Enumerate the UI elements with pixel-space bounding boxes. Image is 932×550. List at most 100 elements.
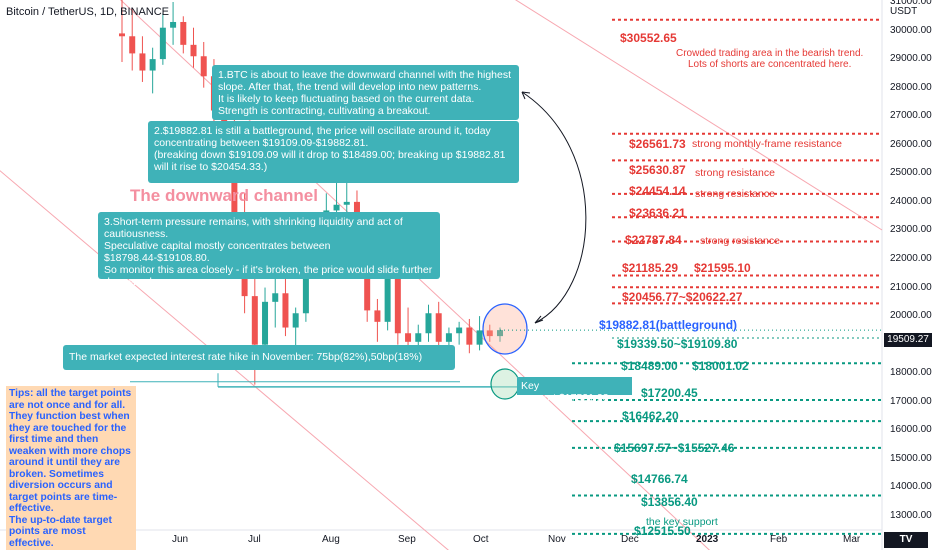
level-14766: $14766.74 <box>631 472 688 486</box>
candle-body <box>292 313 299 328</box>
y-tick-label: 21000.00 <box>890 281 932 293</box>
key-support-circle <box>490 368 520 400</box>
x-tick-label: 2023 <box>696 534 719 545</box>
level-12515: $12515.50 <box>634 524 691 538</box>
candle-body <box>374 310 381 322</box>
x-tick-label: Jun <box>172 534 189 545</box>
y-tick-label: 28000.00 <box>890 81 932 93</box>
note-strong-3: strong resistance <box>700 235 780 247</box>
candle-body <box>139 53 146 71</box>
y-tick-label: 16000.00 <box>890 424 932 436</box>
candle-body <box>435 313 442 342</box>
candle-body <box>262 301 269 345</box>
y-tick-label: 15000.00 <box>890 452 932 464</box>
level-24454: $24454.14 <box>629 184 686 198</box>
chart-title: Bitcoin / TetherUS, 1D, BINANCE <box>6 6 170 18</box>
level-18001: $18001.02 <box>692 359 749 373</box>
level-18489: $18489.00 <box>621 359 678 373</box>
level-19882: $19882.81(battleground) <box>599 318 738 332</box>
key-support-label: Key support:$17521.23 <box>517 377 632 404</box>
level-15697: $15697.57~$15527.46 <box>614 441 735 455</box>
note-strong-1: strong resistance <box>695 167 775 179</box>
candle-body <box>384 264 391 322</box>
level-20456: $20456.77~$20622.27 <box>622 290 743 304</box>
arrowhead-bottom <box>534 315 544 324</box>
y-tick-label: 26000.00 <box>890 138 932 150</box>
candle-body <box>159 27 166 60</box>
candle-body <box>333 204 340 211</box>
battleground-circle <box>482 303 528 355</box>
annotation-box-3: 3.Short-term pressure remains, with shri… <box>98 212 440 288</box>
note-strong-2: strong resistance <box>695 188 775 200</box>
level-19339: $19339.50~$19109.80 <box>617 337 738 351</box>
x-tick-label: Mar <box>843 534 861 545</box>
candle-body <box>415 333 422 342</box>
candle-body <box>476 330 483 345</box>
x-tick-label: Jul <box>248 534 261 545</box>
candle-body <box>486 330 493 337</box>
candle-body <box>272 293 279 302</box>
candle-body <box>251 296 258 345</box>
channel-label: The downward channel <box>130 186 318 205</box>
candle-body <box>394 264 401 334</box>
y-tick-label: 24000.00 <box>890 195 932 207</box>
candle-body <box>180 21 187 45</box>
annotation-box-2: 2.$19882.81 is still a battleground, the… <box>148 121 519 183</box>
candle-body <box>445 333 452 342</box>
x-tick-label: Nov <box>548 534 566 545</box>
candle-body <box>497 330 503 337</box>
x-tick-label: Dec <box>621 534 639 545</box>
y-tick-label: 14000.00 <box>890 481 932 493</box>
candle-body <box>364 273 371 311</box>
y-tick-label: 13000.00 <box>890 510 932 521</box>
y-tick-label: 30000.00 <box>890 24 932 36</box>
level-16462: $16462.20 <box>622 409 679 423</box>
level-21185: $21185.29 <box>622 261 679 275</box>
level-26561: $26561.73 <box>629 137 686 151</box>
x-tick-label: Feb <box>770 534 788 545</box>
y-tick-label: 27000.00 <box>890 110 932 122</box>
level-13856: $13856.40 <box>641 495 698 509</box>
y-tick-label: 23000.00 <box>890 224 932 236</box>
x-tick-label: Oct <box>473 534 489 545</box>
y-tick-label: 20000.00 <box>890 310 932 322</box>
level-23636: $23636.21 <box>629 206 686 220</box>
tradingview-logo: TV <box>884 532 928 548</box>
candle-body <box>425 313 432 334</box>
candle-body <box>302 261 309 314</box>
curve-arrow <box>521 91 587 324</box>
note-monthly: strong monthly-frame resistance <box>692 138 842 150</box>
candle-body <box>129 36 136 54</box>
arrowhead-top <box>521 91 531 100</box>
level-25630: $25630.87 <box>629 163 686 177</box>
candle-body <box>190 44 197 57</box>
x-tick-label: Sep <box>398 534 416 545</box>
y-tick-label: 31000.00 <box>890 0 932 7</box>
level-17200: $17200.45 <box>641 386 698 400</box>
channel-lower-line <box>0 170 449 550</box>
y-tick-label: 25000.00 <box>890 167 932 179</box>
x-tick-label: Aug <box>322 534 340 545</box>
candle-body <box>282 293 289 328</box>
y-tick-label: 29000.00 <box>890 53 932 65</box>
y-tick-label: 18000.00 <box>890 367 932 379</box>
y-tick-label: 17000.00 <box>890 395 932 407</box>
annotation-box-rate-hike: The market expected interest rate hike i… <box>63 345 455 370</box>
current-price-tag: 19509.27 <box>884 333 932 347</box>
level-22787: $22787.84 <box>625 233 682 247</box>
level-21595: $21595.10 <box>694 261 751 275</box>
note-key-support: the key support <box>646 516 718 528</box>
candle-body <box>466 327 473 345</box>
note-crowded: Crowded trading area in the bearish tren… <box>676 48 864 70</box>
candle-body <box>405 333 412 342</box>
currency-label: USDT <box>890 6 918 17</box>
candle-body <box>119 33 125 37</box>
candle-body <box>149 59 156 71</box>
annotation-box-1: 1.BTC is about to leave the downward cha… <box>212 65 519 120</box>
candle-body <box>456 327 463 334</box>
candle-body <box>343 201 350 205</box>
y-tick-label: 22000.00 <box>890 253 932 264</box>
candle-body <box>200 56 207 77</box>
